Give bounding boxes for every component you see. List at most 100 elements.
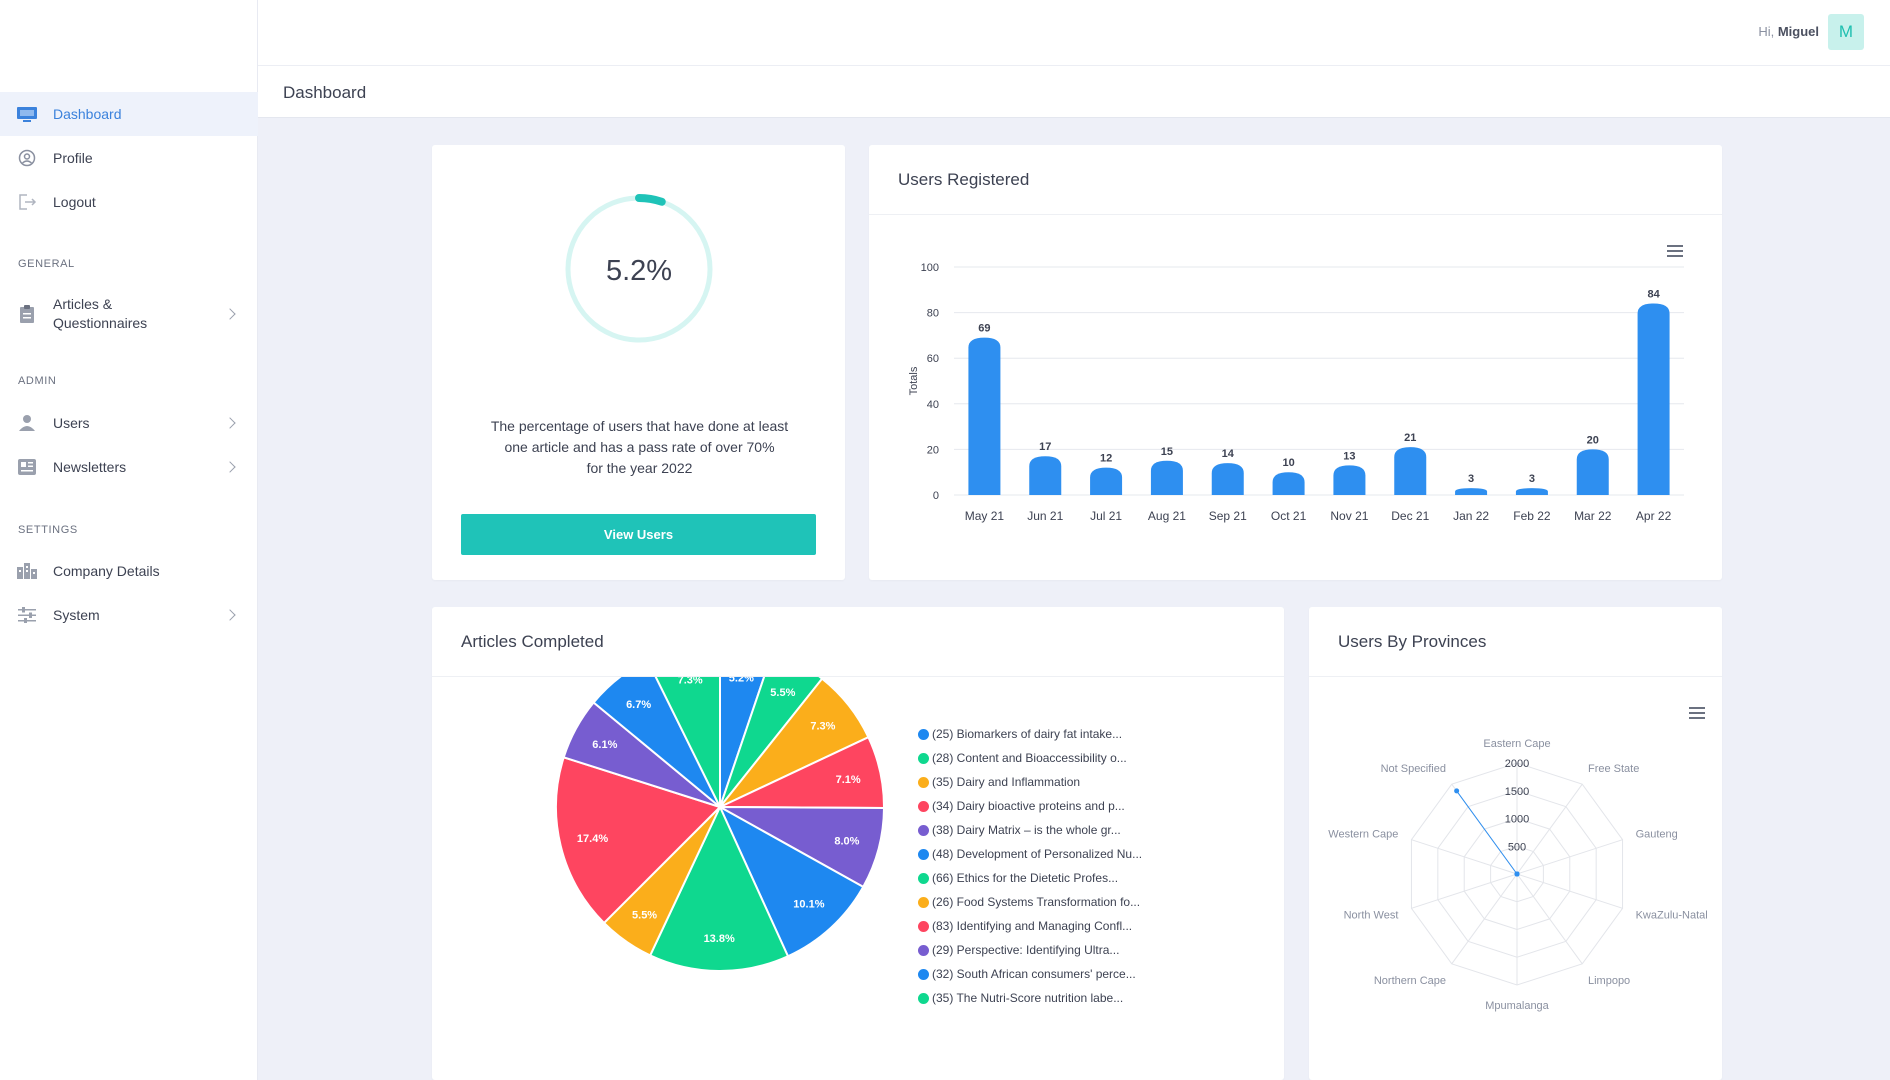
y-tick-label: 40	[927, 399, 939, 411]
chevron-right-icon	[224, 609, 236, 621]
chevron-right-icon	[224, 461, 236, 473]
bar[interactable]	[1637, 303, 1670, 495]
radar-tick-label: 2000	[1505, 758, 1529, 770]
sidebar-item-users[interactable]: Users	[0, 401, 258, 445]
section-title-general: GENERAL	[18, 258, 75, 270]
sidebar-item-newsletters[interactable]: Newsletters	[0, 445, 258, 489]
y-tick-label: 100	[921, 262, 939, 274]
pie-slice-label: 5.2%	[729, 677, 754, 685]
legend-item[interactable]: (34) Dairy bioactive proteins and p...	[918, 799, 1125, 813]
legend-item[interactable]: (26) Food Systems Transformation fo...	[918, 895, 1140, 909]
radar-axis-line	[1516, 873, 1583, 965]
legend-item[interactable]: (25) Biomarkers of dairy fat intake...	[918, 727, 1122, 741]
pie-slice-label: 7.3%	[810, 721, 835, 733]
legend-label: (35) Dairy and Inflammation	[932, 775, 1081, 789]
radar-series-area	[1456, 790, 1518, 875]
pie-slice[interactable]	[648, 804, 790, 972]
radar-axis-line	[1411, 839, 1518, 875]
card-title: Users By Provinces	[1338, 632, 1487, 651]
legend-item[interactable]: (28) Content and Bioaccessibility o...	[918, 751, 1127, 765]
radar-point[interactable]	[1454, 788, 1460, 794]
bar[interactable]	[1576, 449, 1609, 495]
radar-axis-label: Gauteng	[1636, 829, 1678, 841]
x-tick-label: Jul 21	[1090, 509, 1122, 523]
monitor-icon	[17, 104, 37, 124]
card-title: Users Registered	[898, 170, 1030, 189]
radar-axis-label: Western Cape	[1328, 829, 1398, 841]
sidebar-item-company-details[interactable]: Company Details	[0, 549, 258, 593]
sidebar-item-articles[interactable]: Articles & Questionnaires	[0, 290, 258, 338]
bar-data-label: 14	[1222, 448, 1235, 460]
user-name[interactable]: Miguel	[1777, 24, 1819, 39]
sidebar-item-system[interactable]: System	[0, 593, 258, 637]
page-title: Dashboard	[283, 83, 367, 102]
y-tick-label: 80	[927, 308, 939, 320]
bar[interactable]	[1029, 456, 1062, 495]
legend-marker	[918, 800, 929, 812]
legend-label: (25) Biomarkers of dairy fat intake...	[932, 727, 1123, 741]
legend-marker	[918, 872, 929, 884]
pie-slice-label: 7.1%	[836, 774, 861, 786]
bar[interactable]	[1394, 447, 1427, 495]
legend-item[interactable]: (48) Development of Personalized Nu...	[918, 847, 1142, 861]
sidebar: Dashboard Profile Logout GENERAL Article…	[0, 0, 258, 1080]
bar[interactable]	[1150, 460, 1183, 495]
pie-slice[interactable]	[592, 677, 721, 808]
bar[interactable]	[1515, 488, 1548, 495]
legend-item[interactable]: (38) Dairy Matrix – is the whole gr...	[918, 823, 1121, 837]
sidebar-item-profile[interactable]: Profile	[0, 136, 258, 180]
sidebar-item-dashboard[interactable]: Dashboard	[0, 92, 258, 136]
radar-point[interactable]	[1514, 871, 1520, 877]
bar[interactable]	[968, 337, 1001, 495]
description-line: one article and has a pass rate of over …	[504, 439, 775, 455]
pie-slice[interactable]	[647, 677, 721, 808]
y-tick-label: 60	[927, 353, 939, 365]
bar[interactable]	[1272, 472, 1305, 495]
legend-label: (38) Dairy Matrix – is the whole gr...	[932, 823, 1121, 837]
sidebar-item-label: Company Details	[53, 562, 160, 579]
bar[interactable]	[1211, 463, 1244, 495]
radar-axis-line	[1451, 873, 1518, 965]
legend-item[interactable]: (32) South African consumers' perce...	[918, 967, 1136, 981]
sidebar-item-label: Dashboard	[53, 105, 122, 122]
description-line: The percentage of users that have done a…	[490, 418, 789, 434]
legend-item[interactable]: (29) Perspective: Identifying Ultra...	[918, 943, 1119, 957]
legend-label: (83) Identifying and Managing Confl...	[932, 919, 1133, 933]
radar-axis-label: Eastern Cape	[1483, 738, 1550, 750]
bar[interactable]	[1333, 465, 1366, 495]
gauge-progress-arc	[635, 194, 666, 206]
y-tick-label: 0	[933, 490, 939, 502]
legend-item[interactable]: (35) Dairy and Inflammation	[918, 775, 1080, 789]
sidebar-item-label: Users	[53, 414, 90, 431]
radar-tick-label: 500	[1508, 841, 1526, 853]
sidebar-item-label: Articles & Questionnaires	[53, 296, 148, 331]
section-title-settings: SETTINGS	[18, 524, 78, 536]
legend-item[interactable]: (66) Ethics for the Dietetic Profes...	[918, 871, 1118, 885]
x-tick-label: Apr 22	[1636, 509, 1672, 523]
bar-data-label: 3	[1529, 473, 1535, 485]
legend-label: (26) Food Systems Transformation fo...	[932, 895, 1141, 909]
bar[interactable]	[1455, 488, 1488, 495]
bar[interactable]	[1090, 467, 1123, 495]
chevron-right-icon	[224, 308, 236, 320]
sidebar-item-logout[interactable]: Logout	[0, 180, 258, 224]
pie-slice-label: 13.8%	[704, 933, 735, 945]
radar-axis-line	[1516, 783, 1583, 875]
bar-data-label: 20	[1587, 434, 1599, 446]
bar-data-label: 17	[1039, 441, 1051, 453]
chart-menu-icon[interactable]	[1689, 707, 1705, 719]
x-tick-label: Nov 21	[1330, 509, 1368, 523]
section-title-admin: ADMIN	[18, 375, 57, 387]
legend-item[interactable]: (83) Identifying and Managing Confl...	[918, 919, 1132, 933]
view-users-button[interactable]: View Users	[461, 514, 816, 555]
legend-marker	[918, 728, 929, 740]
chart-menu-icon[interactable]	[1667, 245, 1683, 257]
avatar[interactable]: M	[1828, 14, 1864, 50]
legend-label: (32) South African consumers' perce...	[932, 967, 1136, 981]
pie-slice[interactable]	[719, 677, 773, 808]
pie-slice[interactable]	[555, 756, 722, 925]
legend-item[interactable]: (35) The Nutri-Score nutrition labe...	[918, 991, 1123, 1005]
pie-slice[interactable]	[717, 804, 865, 958]
radar-axis-label: Limpopo	[1588, 975, 1630, 987]
building-icon	[17, 561, 37, 581]
